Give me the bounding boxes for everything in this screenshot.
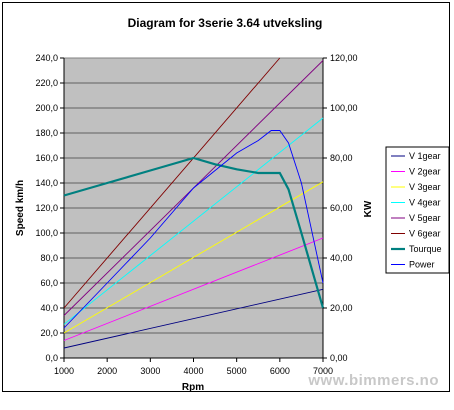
x-ticks: 1000 2000 3000 4000 5000 6000 7000 xyxy=(54,358,333,376)
y-ticks-left: 0,0 20,0 40,0 60,0 80,0 100,0 120,0 140,0 160,0 1… xyxy=(35,53,64,363)
y-tick-label-left: 120,0 xyxy=(35,203,58,213)
legend-box xyxy=(385,146,450,274)
legend: V 1gear V 2gear V 3gear V 4gear V 5gear V 6ge… xyxy=(385,146,450,274)
legend-label: Power xyxy=(409,260,435,270)
y-tick-label-left: 80,0 xyxy=(40,253,58,263)
x-tick-label: 3000 xyxy=(140,366,160,376)
y-tick-label-left: 200,0 xyxy=(35,103,58,113)
legend-label: V 2gear xyxy=(409,167,441,177)
y-tick-label-right: 40,00 xyxy=(330,253,353,263)
y-tick-label-right: 100,00 xyxy=(330,103,358,113)
legend-label: V 3gear xyxy=(409,182,441,192)
y-tick-label-right: 80,00 xyxy=(330,153,353,163)
y-axis-label-right: KW xyxy=(363,200,374,217)
series-line-tourque xyxy=(63,156,325,309)
series-line-v-1gear xyxy=(63,288,324,349)
series-line-v-6gear xyxy=(63,57,281,309)
y-tick-label-left: 40,0 xyxy=(40,303,58,313)
series-line-power xyxy=(63,130,324,329)
y-tick-label-left: 0,0 xyxy=(45,353,58,363)
series-line-v-4gear xyxy=(63,117,324,325)
series-line-v-3gear xyxy=(63,181,324,334)
y-tick-label-left: 140,0 xyxy=(35,178,58,188)
y-ticks-right: 0,00 20,00 40,00 60,00 80,00 100,00 120,00 xyxy=(323,53,358,363)
legend-label: V 4gear xyxy=(409,198,441,208)
x-axis-label: Rpm xyxy=(182,382,204,393)
y-tick-label-right: 120,00 xyxy=(330,53,358,63)
y-tick-label-right: 0,00 xyxy=(330,353,348,363)
x-tick-label: 2000 xyxy=(97,366,117,376)
watermark: www.bimmers.no xyxy=(308,372,439,389)
x-tick-label: 6000 xyxy=(270,366,290,376)
legend-label: V 1gear xyxy=(409,151,441,161)
y-tick-label-left: 60,0 xyxy=(40,278,58,288)
y-tick-label-left: 180,0 xyxy=(35,128,58,138)
y-tick-label-left: 220,0 xyxy=(35,78,58,88)
y-tick-label-left: 240,0 xyxy=(35,53,58,63)
y-tick-label-right: 60,00 xyxy=(330,203,353,213)
x-tick-label: 1000 xyxy=(54,366,74,376)
y-tick-label-left: 100,0 xyxy=(35,228,58,238)
series-line-v-2gear xyxy=(63,237,324,341)
x-tick-label: 5000 xyxy=(227,366,247,376)
y-tick-label-right: 20,00 xyxy=(330,303,353,313)
y-axis-label-left: Speed km/h xyxy=(15,180,26,236)
legend-label: V 5gear xyxy=(409,213,441,223)
series-group xyxy=(63,57,325,349)
legend-items: V 1gear V 2gear V 3gear V 4gear V 5gear V 6ge… xyxy=(391,151,442,270)
legend-label: Tourque xyxy=(409,244,442,254)
chart-title: Diagram for 3serie 3.64 utveksling xyxy=(128,16,323,30)
x-tick-label: 7000 xyxy=(313,366,333,376)
chart: 1000 2000 3000 4000 5000 6000 7000 0,0 20,0 40,0… xyxy=(15,16,450,393)
y-tick-label-left: 160,0 xyxy=(35,153,58,163)
legend-label: V 6gear xyxy=(409,229,441,239)
x-tick-label: 4000 xyxy=(183,366,203,376)
y-tick-label-left: 20,0 xyxy=(40,328,58,338)
chart-frame: 1000 2000 3000 4000 5000 6000 7000 0,0 20,0 40,0… xyxy=(2,2,450,393)
